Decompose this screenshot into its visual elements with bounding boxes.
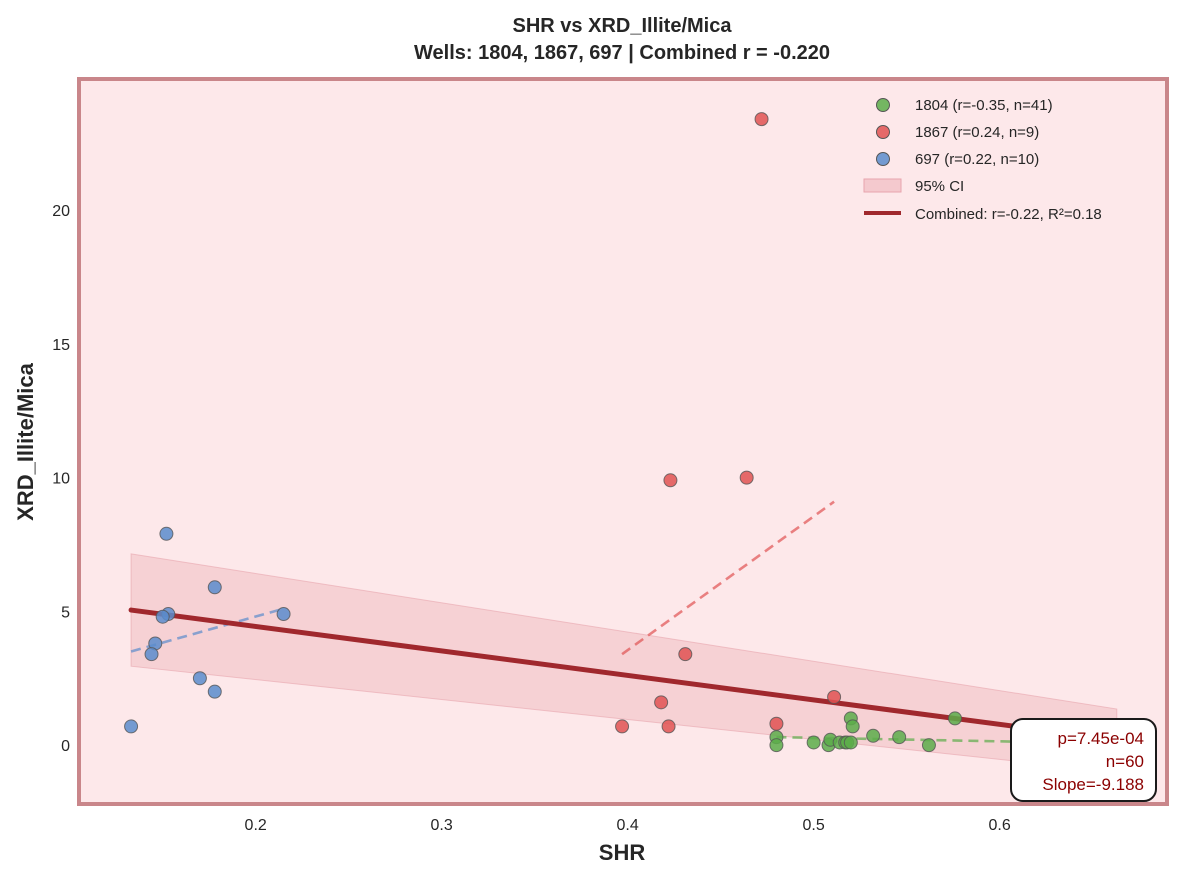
stats-n: n=60	[1106, 752, 1144, 771]
legend-label-1804: 1804 (r=-0.35, n=41)	[915, 97, 1053, 114]
data-point-series-1	[678, 647, 693, 662]
data-point-series-0	[947, 711, 962, 726]
legend-marker-ci	[863, 178, 902, 193]
data-point-series-0	[892, 730, 907, 745]
x-tick-label: 0.4	[617, 817, 639, 834]
data-point-series-0	[843, 735, 858, 750]
x-axis-ticks: 0.2 0.3 0.4 0.5 0.6	[245, 817, 1011, 834]
data-point-series-1	[654, 695, 669, 710]
data-point-series-0	[866, 728, 881, 743]
plot-frame	[77, 77, 1169, 806]
data-point-series-2	[124, 719, 139, 734]
x-tick-label: 0.6	[988, 817, 1010, 834]
y-tick-label: 5	[61, 604, 70, 621]
data-points-layer	[124, 112, 1044, 753]
stats-slope: Slope=-9.188	[1042, 775, 1144, 794]
x-tick-label: 0.5	[803, 817, 825, 834]
legend: 1804 (r=-0.35, n=41) 1867 (r=0.24, n=9) …	[863, 97, 1102, 223]
y-axis-ticks: 0 5 10 15 20	[52, 203, 70, 755]
data-point-series-1	[663, 473, 678, 488]
legend-marker-1867	[876, 125, 890, 139]
data-point-series-2	[276, 607, 291, 622]
y-tick-label: 20	[52, 203, 70, 220]
data-point-series-2	[207, 684, 222, 699]
data-point-series-2	[159, 526, 174, 541]
x-axis-label: SHR	[599, 840, 646, 865]
x-tick-label: 0.3	[431, 817, 453, 834]
data-point-series-2	[207, 580, 222, 595]
data-point-series-1	[769, 716, 784, 731]
legend-marker-697	[876, 152, 890, 166]
data-point-series-0	[806, 735, 821, 750]
data-point-series-1	[754, 112, 769, 127]
data-point-series-0	[769, 738, 784, 753]
data-point-series-0	[845, 719, 860, 734]
data-point-series-1	[739, 470, 754, 485]
legend-label-combined-fit: Combined: r=-0.22, R²=0.18	[915, 206, 1102, 223]
legend-label-697: 697 (r=0.22, n=10)	[915, 151, 1039, 168]
stats-p-value: p=7.45e-04	[1058, 729, 1145, 748]
y-axis-label: XRD_Illite/Mica	[13, 362, 38, 520]
plot-area	[79, 79, 1167, 804]
trend-line-series-2	[130, 607, 284, 653]
legend-marker-1804	[876, 98, 890, 112]
stats-annotation-box: p=7.45e-04 n=60 Slope=-9.188	[1010, 718, 1157, 802]
data-point-series-1	[615, 719, 630, 734]
legend-label-ci: 95% CI	[915, 178, 964, 195]
y-tick-label: 0	[61, 738, 70, 755]
stats-box-border	[1010, 718, 1157, 802]
data-point-series-2	[144, 647, 159, 662]
y-tick-label: 10	[52, 471, 70, 488]
chart-title: SHR vs XRD_Illite/Mica	[513, 15, 733, 37]
data-point-series-1	[827, 689, 842, 704]
x-tick-label: 0.2	[245, 817, 267, 834]
legend-label-1867: 1867 (r=0.24, n=9)	[915, 124, 1039, 141]
y-tick-label: 15	[52, 337, 70, 354]
data-point-series-2	[155, 609, 170, 624]
data-point-series-2	[192, 671, 207, 686]
data-point-series-1	[661, 719, 676, 734]
chart-subtitle: Wells: 1804, 1867, 697 | Combined r = -0…	[414, 42, 830, 64]
trend-line-series-1	[621, 500, 835, 656]
data-point-series-0	[921, 738, 936, 753]
